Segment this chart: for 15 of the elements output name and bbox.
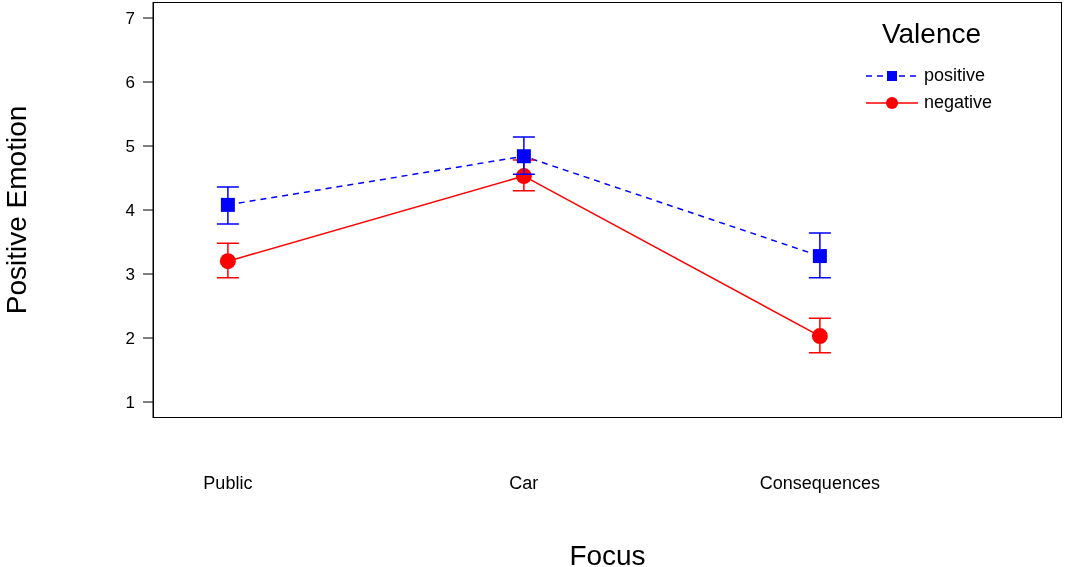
y-tick-label: 7: [125, 9, 135, 29]
y-axis-title: Positive Emotion: [0, 105, 32, 315]
x-tick-label: Consequences: [759, 472, 880, 493]
y-tick-label: 1: [125, 393, 135, 413]
x-tick-label: Car: [509, 472, 539, 493]
y-tick-label: 3: [125, 265, 135, 285]
y-tick-label: 4: [125, 201, 135, 221]
legend-label: negative: [923, 92, 992, 113]
y-tick-label: 2: [125, 329, 135, 349]
x-axis-title: Focus: [569, 540, 646, 567]
y-tick-label: 5: [125, 137, 135, 157]
x-tick-label: Public: [203, 472, 253, 493]
legend-label: positive: [923, 65, 985, 86]
legend-title: Valence: [881, 18, 983, 50]
y-tick-label: 6: [125, 73, 135, 93]
